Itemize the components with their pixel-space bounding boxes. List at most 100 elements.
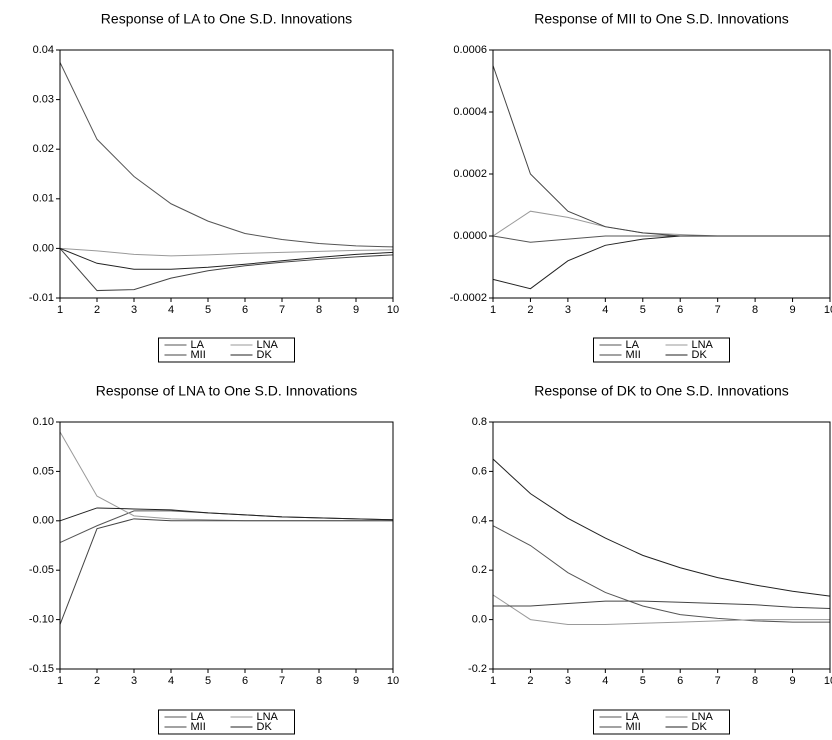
x-tick-label: 2 xyxy=(94,675,100,687)
legend-label: LA xyxy=(626,339,640,351)
x-tick-label: 5 xyxy=(205,675,211,687)
legend-label: LA xyxy=(626,711,640,723)
y-tick-label: 0.6 xyxy=(472,465,487,477)
series-line xyxy=(492,210,830,237)
y-tick-label: -0.15 xyxy=(29,663,54,675)
chart-title: Response of MII to One S.D. Innovations xyxy=(534,11,788,27)
x-tick-label: 5 xyxy=(640,304,646,316)
x-tick-label: 3 xyxy=(565,675,571,687)
x-tick-label: 3 xyxy=(131,304,137,316)
y-tick-label: 0.0002 xyxy=(453,168,487,180)
series-line xyxy=(492,458,831,597)
x-tick-label: 7 xyxy=(715,675,721,687)
legend-label: LNA xyxy=(692,711,714,723)
legend-box xyxy=(158,709,295,735)
x-tick-label: 7 xyxy=(279,675,285,687)
x-tick-label: 9 xyxy=(353,675,359,687)
series-line xyxy=(59,510,394,543)
y-tick-label: 0.05 xyxy=(33,465,54,477)
y-tick-label: 0.0004 xyxy=(453,106,487,118)
y-tick-label: 0.10 xyxy=(33,416,54,428)
legend-label: LA xyxy=(191,711,205,723)
chart-panel: Response of MII to One S.D. Innovations -… xyxy=(450,11,832,363)
x-tick-label: 6 xyxy=(677,304,683,316)
series-line xyxy=(492,594,830,626)
legend-label: LNA xyxy=(257,711,279,723)
series-line xyxy=(492,525,830,623)
x-tick-label: 2 xyxy=(527,675,533,687)
x-tick-label: 6 xyxy=(242,675,248,687)
x-tick-label: 10 xyxy=(387,304,399,316)
x-tick-label: 8 xyxy=(752,675,758,687)
series-line xyxy=(59,247,394,270)
x-tick-label: 9 xyxy=(353,304,359,316)
chart-title: Response of LNA to One S.D. Innovations xyxy=(96,383,358,399)
x-tick-label: 4 xyxy=(602,675,608,687)
series-line xyxy=(492,65,830,237)
y-tick-label: 0.8 xyxy=(472,416,487,428)
legend-label: LNA xyxy=(692,339,714,351)
chart-title: Response of LA to One S.D. Innovations xyxy=(101,11,352,27)
legend-label: DK xyxy=(692,721,708,733)
plot-frame xyxy=(59,421,394,670)
x-tick-label: 8 xyxy=(316,304,322,316)
series-line xyxy=(59,62,394,248)
y-tick-label: 0.0 xyxy=(472,614,487,626)
legend-label: DK xyxy=(692,349,708,361)
y-tick-label: 0.00 xyxy=(33,242,54,254)
legend-label: DK xyxy=(257,721,273,733)
x-tick-label: 2 xyxy=(527,304,533,316)
legend-label: MII xyxy=(626,349,641,361)
x-tick-label: 1 xyxy=(490,675,496,687)
x-tick-label: 9 xyxy=(789,304,795,316)
x-tick-label: 7 xyxy=(279,304,285,316)
legend-label: MII xyxy=(191,721,206,733)
x-tick-label: 10 xyxy=(824,304,832,316)
x-tick-label: 5 xyxy=(205,304,211,316)
x-tick-label: 10 xyxy=(824,675,832,687)
x-tick-label: 8 xyxy=(752,304,758,316)
x-tick-label: 5 xyxy=(640,675,646,687)
x-tick-label: 2 xyxy=(94,304,100,316)
x-tick-label: 8 xyxy=(316,675,322,687)
plot-frame xyxy=(492,421,831,670)
series-line xyxy=(492,235,830,243)
legend-box xyxy=(158,337,295,363)
y-tick-label: -0.05 xyxy=(29,564,54,576)
y-tick-label: 0.2 xyxy=(472,564,487,576)
chart-panel: Response of DK to One S.D. Innovations -0… xyxy=(468,383,832,735)
series-line xyxy=(59,518,393,625)
chart-panel: Response of LNA to One S.D. Innovations -… xyxy=(29,383,399,735)
x-tick-label: 1 xyxy=(57,304,63,316)
series-line xyxy=(59,248,394,292)
x-tick-label: 1 xyxy=(490,304,496,316)
y-tick-label: 0.00 xyxy=(33,515,54,527)
x-tick-label: 4 xyxy=(168,675,174,687)
series-line xyxy=(493,600,831,609)
x-tick-label: 4 xyxy=(602,304,608,316)
y-tick-label: 0.04 xyxy=(33,44,54,56)
legend-label: LNA xyxy=(257,339,279,351)
chart-panel: Response of LA to One S.D. Innovations -0… xyxy=(29,11,399,363)
series-line xyxy=(59,431,393,522)
plot-frame xyxy=(59,49,394,299)
legend-box xyxy=(593,337,730,363)
y-tick-label: 0.01 xyxy=(33,193,54,205)
y-tick-label: -0.2 xyxy=(468,663,487,675)
y-tick-label: 0.02 xyxy=(33,143,54,155)
chart-title: Response of DK to One S.D. Innovations xyxy=(534,383,788,399)
series-line xyxy=(59,247,394,257)
y-tick-label: -0.0002 xyxy=(450,292,487,304)
x-tick-label: 6 xyxy=(242,304,248,316)
series-line xyxy=(492,235,830,290)
x-tick-label: 10 xyxy=(387,675,399,687)
y-tick-label: 0.03 xyxy=(33,94,54,106)
plot-frame xyxy=(492,49,831,299)
legend-box xyxy=(593,709,730,735)
y-tick-label: 0.0006 xyxy=(453,44,487,56)
legend-label: MII xyxy=(626,721,641,733)
legend-label: MII xyxy=(191,349,206,361)
x-tick-label: 6 xyxy=(677,675,683,687)
y-tick-label: -0.10 xyxy=(29,614,54,626)
